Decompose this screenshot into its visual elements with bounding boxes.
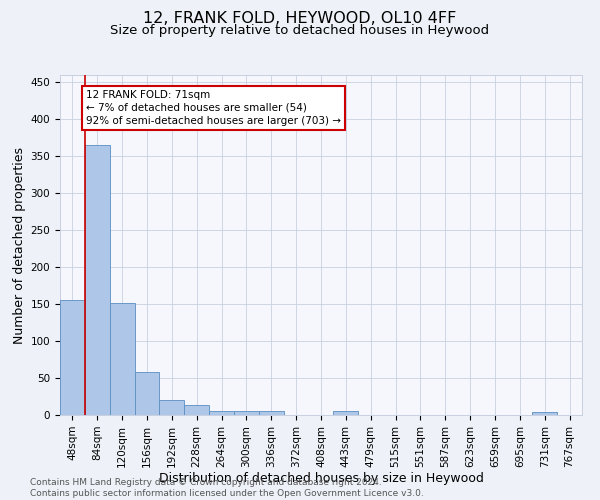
Bar bbox=[110, 302, 134, 415]
Text: 12 FRANK FOLD: 71sqm
← 7% of detached houses are smaller (54)
92% of semi-detach: 12 FRANK FOLD: 71sqm ← 7% of detached ho… bbox=[86, 90, 341, 126]
Bar bbox=[85, 145, 110, 415]
Text: Size of property relative to detached houses in Heywood: Size of property relative to detached ho… bbox=[110, 24, 490, 37]
Bar bbox=[532, 412, 557, 415]
Bar bbox=[334, 412, 358, 415]
Text: 12, FRANK FOLD, HEYWOOD, OL10 4FF: 12, FRANK FOLD, HEYWOOD, OL10 4FF bbox=[143, 11, 457, 26]
Bar bbox=[60, 300, 85, 415]
X-axis label: Distribution of detached houses by size in Heywood: Distribution of detached houses by size … bbox=[158, 472, 484, 486]
Bar bbox=[234, 412, 259, 415]
Text: Contains HM Land Registry data © Crown copyright and database right 2024.
Contai: Contains HM Land Registry data © Crown c… bbox=[30, 478, 424, 498]
Bar bbox=[259, 412, 284, 415]
Y-axis label: Number of detached properties: Number of detached properties bbox=[13, 146, 26, 344]
Bar bbox=[160, 400, 184, 415]
Bar bbox=[184, 404, 209, 415]
Bar bbox=[134, 372, 160, 415]
Bar bbox=[209, 412, 234, 415]
